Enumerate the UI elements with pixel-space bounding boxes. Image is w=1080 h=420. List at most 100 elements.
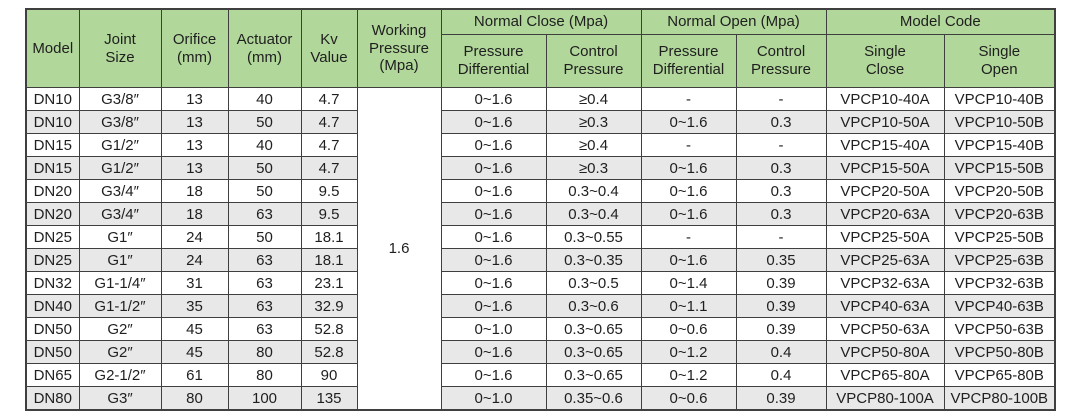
cell-joint-size: G1″ (78, 225, 162, 249)
cell-nc-control-pressure: ≥0.3 (545, 110, 642, 134)
cell-model: DN15 (25, 156, 80, 180)
cell-no-control-pressure: 0.39 (735, 271, 827, 295)
cell-kv-value: 135 (300, 386, 358, 411)
cell-model: DN10 (25, 110, 80, 134)
cell-model-code-single-open: VPCP20-50B (943, 179, 1056, 203)
cell-no-pressure-differential: - (640, 225, 737, 249)
cell-nc-control-pressure: ≥0.3 (545, 156, 642, 180)
cell-nc-control-pressure: 0.3~0.65 (545, 340, 642, 364)
table-row: DN20 G3/4″ 18 50 9.5 0~1.6 0.3~0.4 0~1.6 0.3 VPCP… (25, 179, 1056, 203)
cell-joint-size: G2″ (78, 340, 162, 364)
cell-orifice: 13 (160, 110, 229, 134)
cell-nc-pressure-differential: 0~1.0 (440, 317, 547, 341)
cell-kv-value: 9.5 (300, 179, 358, 203)
cell-model-code-single-close: VPCP15-40A (825, 133, 945, 157)
cell-nc-control-pressure: ≥0.4 (545, 133, 642, 157)
cell-no-control-pressure: - (735, 225, 827, 249)
cell-actuator: 50 (227, 179, 302, 203)
cell-orifice: 80 (160, 386, 229, 411)
cell-orifice: 61 (160, 363, 229, 387)
cell-model: DN25 (25, 225, 80, 249)
table-row: DN15 G1/2″ 13 50 4.7 0~1.6 ≥0.3 0~1.6 0.3 VPCP15-… (25, 156, 1056, 180)
cell-model: DN20 (25, 179, 80, 203)
cell-nc-pressure-differential: 0~1.6 (440, 179, 547, 203)
cell-actuator: 50 (227, 110, 302, 134)
cell-no-control-pressure: 0.4 (735, 340, 827, 364)
cell-joint-size: G3/8″ (78, 87, 162, 111)
cell-no-pressure-differential: 0~1.6 (640, 110, 737, 134)
header-nc-pressure-differential: Pressure Differential (440, 34, 547, 88)
cell-model-code-single-close: VPCP10-40A (825, 87, 945, 111)
cell-actuator: 63 (227, 271, 302, 295)
cell-nc-pressure-differential: 0~1.6 (440, 271, 547, 295)
table-row: DN10 G3/8″ 13 50 4.7 0~1.6 ≥0.3 0~1.6 0.3 VPCP10-… (25, 110, 1056, 134)
cell-model-code-single-open: VPCP80-100B (943, 386, 1056, 411)
cell-model-code-single-open: VPCP20-63B (943, 202, 1056, 226)
cell-no-control-pressure: - (735, 87, 827, 111)
cell-nc-pressure-differential: 0~1.6 (440, 294, 547, 318)
cell-no-pressure-differential: - (640, 87, 737, 111)
cell-kv-value: 4.7 (300, 110, 358, 134)
table-row: DN65 G2-1/2″ 61 80 90 0~1.6 0.3~0.65 0~1.2 0.4 VP… (25, 363, 1056, 387)
cell-actuator: 80 (227, 340, 302, 364)
header-model-code: Model Code (825, 8, 1056, 35)
cell-kv-value: 23.1 (300, 271, 358, 295)
cell-orifice: 18 (160, 179, 229, 203)
cell-model-code-single-close: VPCP40-63A (825, 294, 945, 318)
header-working-pressure: Working Pressure (Mpa) (356, 8, 442, 88)
cell-no-pressure-differential: 0~1.6 (640, 156, 737, 180)
cell-model-code-single-open: VPCP15-40B (943, 133, 1056, 157)
cell-joint-size: G2-1/2″ (78, 363, 162, 387)
cell-model-code-single-open: VPCP32-63B (943, 271, 1056, 295)
cell-no-pressure-differential: 0~1.6 (640, 248, 737, 272)
cell-actuator: 50 (227, 156, 302, 180)
header-kv-value: Kv Value (300, 8, 358, 88)
cell-nc-pressure-differential: 0~1.6 (440, 340, 547, 364)
table-row: DN50 G2″ 45 63 52.8 0~1.0 0.3~0.65 0~0.6 0.39 VPC… (25, 317, 1056, 341)
cell-nc-pressure-differential: 0~1.6 (440, 363, 547, 387)
header-model: Model (25, 8, 80, 88)
cell-kv-value: 4.7 (300, 133, 358, 157)
cell-no-control-pressure: 0.3 (735, 179, 827, 203)
header-single-close: Single Close (825, 34, 945, 88)
cell-model-code-single-close: VPCP20-50A (825, 179, 945, 203)
table-row: DN15 G1/2″ 13 40 4.7 0~1.6 ≥0.4- - VPCP15-40A VPC… (25, 133, 1056, 157)
cell-joint-size: G1/2″ (78, 133, 162, 157)
cell-model: DN10 (25, 87, 80, 111)
cell-no-pressure-differential: - (640, 133, 737, 157)
cell-model-code-single-open: VPCP15-50B (943, 156, 1056, 180)
header-no-control-pressure: Control Pressure (735, 34, 827, 88)
cell-model-code-single-open: VPCP50-80B (943, 340, 1056, 364)
header-actuator: Actuator (mm) (227, 8, 302, 88)
cell-no-pressure-differential: 0~1.2 (640, 363, 737, 387)
cell-no-control-pressure: 0.39 (735, 386, 827, 411)
cell-model: DN32 (25, 271, 80, 295)
cell-actuator: 80 (227, 363, 302, 387)
cell-nc-control-pressure: 0.35~0.6 (545, 386, 642, 411)
cell-no-pressure-differential: 0~1.4 (640, 271, 737, 295)
cell-orifice: 18 (160, 202, 229, 226)
header-orifice: Orifice (mm) (160, 8, 229, 88)
cell-actuator: 50 (227, 225, 302, 249)
cell-actuator: 100 (227, 386, 302, 411)
cell-kv-value: 52.8 (300, 317, 358, 341)
cell-nc-pressure-differential: 0~1.6 (440, 133, 547, 157)
header-normal-close: Normal Close (Mpa) (440, 8, 642, 35)
cell-joint-size: G3/4″ (78, 202, 162, 226)
cell-no-control-pressure: 0.35 (735, 248, 827, 272)
cell-model: DN65 (25, 363, 80, 387)
cell-no-control-pressure: 0.4 (735, 363, 827, 387)
cell-joint-size: G3/4″ (78, 179, 162, 203)
cell-orifice: 24 (160, 225, 229, 249)
table-row: DN25 G1″ 24 63 18.1 0~1.6 0.3~0.35 0~1.6 0.35 VPC… (25, 248, 1056, 272)
cell-kv-value: 52.8 (300, 340, 358, 364)
cell-model: DN40 (25, 294, 80, 318)
valve-spec-table: Model Joint Size Orifice (mm) Actuator (… (25, 8, 1057, 411)
cell-nc-control-pressure: 0.3~0.5 (545, 271, 642, 295)
header-row-sub: Pressure Differential Control Pressure P… (26, 34, 1056, 88)
cell-model: DN25 (25, 248, 80, 272)
cell-actuator: 63 (227, 317, 302, 341)
cell-model: DN50 (25, 317, 80, 341)
cell-nc-control-pressure: 0.3~0.4 (545, 179, 642, 203)
